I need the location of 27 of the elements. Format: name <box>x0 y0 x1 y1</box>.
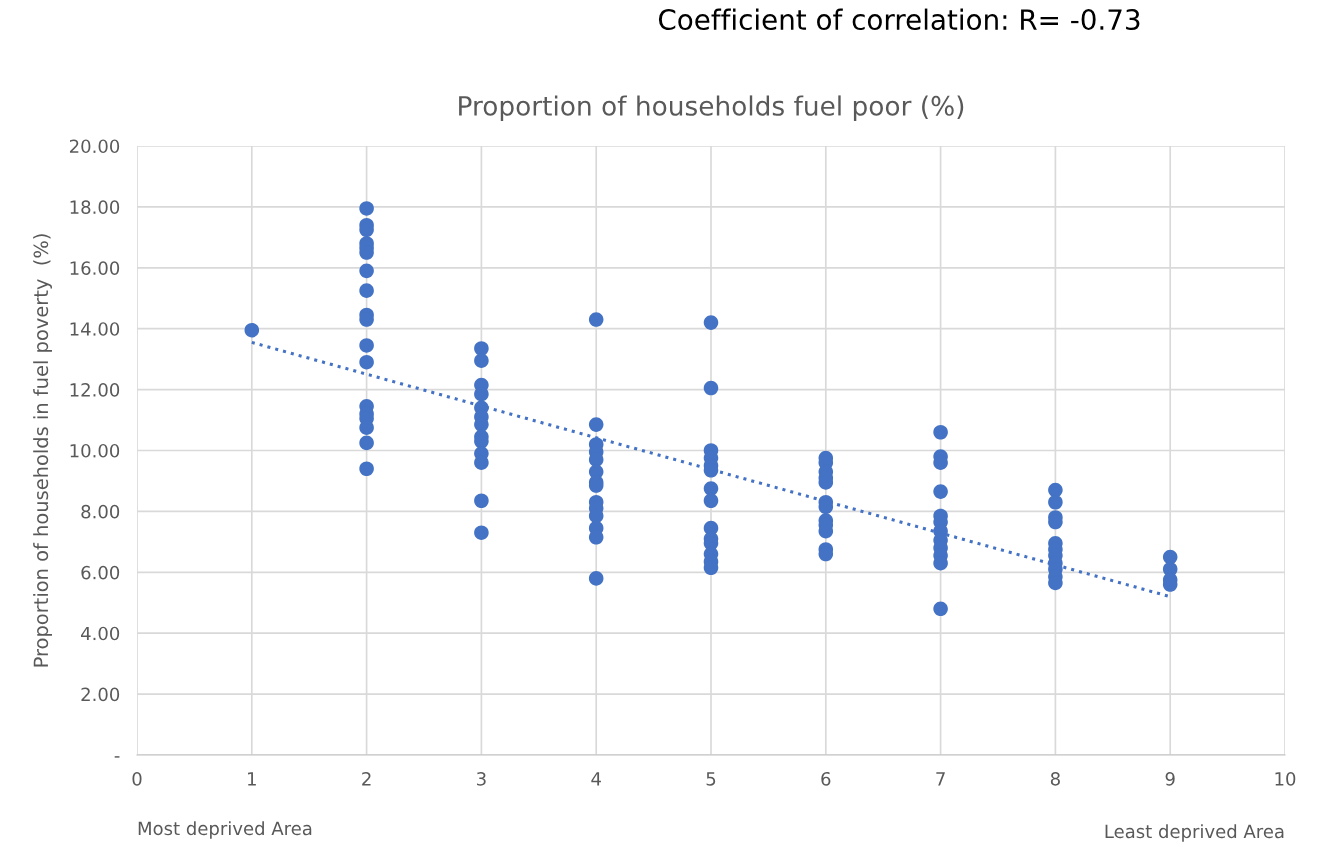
x-tick-label: 8 <box>1050 771 1060 786</box>
x-tick-label: 2 <box>362 771 371 786</box>
x-tick-label: 4 <box>591 772 601 786</box>
y-tick-label: 18.00 <box>70 200 120 215</box>
y-tick-label: - <box>114 756 120 758</box>
y-tick-label: 6.00 <box>81 565 120 580</box>
y-tick-label: 2.00 <box>81 687 120 702</box>
x-tick-label: 5 <box>706 772 716 786</box>
text: Least deprived Area <box>1105 824 1284 842</box>
y-axis-title: Proportion of households in fuel poverty (%) <box>33 234 52 667</box>
y-tick-label: 12.00 <box>70 383 120 397</box>
y-tick-label: 14.00 <box>70 322 120 336</box>
x-tick-label: 3 <box>477 771 486 786</box>
chart-title: Proportion of households fuel poor (%) <box>459 95 964 121</box>
y-tick-label: 8.00 <box>81 504 120 519</box>
x-tick-label: 0 <box>132 771 142 786</box>
x-tick-label: 6 <box>821 771 831 786</box>
y-tick-label: 20.00 <box>69 139 120 154</box>
x-tick-label: 10 <box>1275 771 1296 786</box>
y-tick-label: 16.00 <box>70 261 120 275</box>
y-tick-label: 10.00 <box>70 443 120 458</box>
x-tick-label: 9 <box>1165 771 1175 786</box>
text: Coefficient of correlation: R= -0.73 <box>658 8 1140 31</box>
x-tick-label: 7 <box>936 772 945 786</box>
text: Most deprived Area <box>138 821 312 839</box>
x-tick-label: 1 <box>248 772 256 786</box>
y-tick-label: 4.00 <box>81 626 120 641</box>
